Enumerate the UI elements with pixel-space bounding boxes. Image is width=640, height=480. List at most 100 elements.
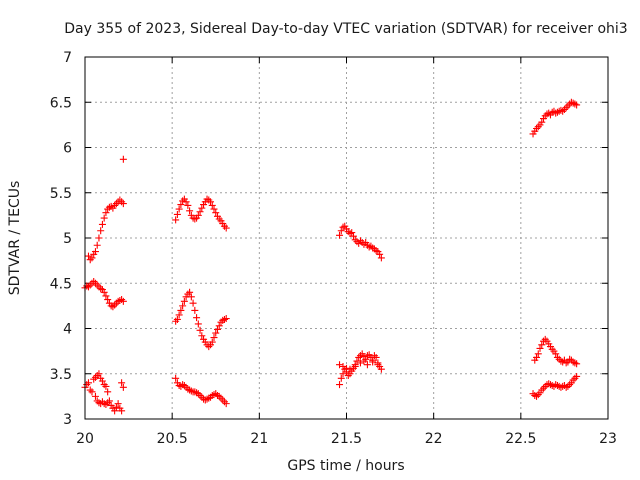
data-point xyxy=(336,381,344,389)
series-lower-track xyxy=(81,350,581,415)
data-point xyxy=(220,398,228,406)
series-upper-track xyxy=(84,98,581,264)
data-points xyxy=(81,98,581,415)
data-point xyxy=(180,382,188,390)
data-point xyxy=(560,382,568,390)
data-point xyxy=(184,201,192,209)
data-point xyxy=(222,315,230,323)
data-point xyxy=(98,377,106,385)
data-point xyxy=(107,302,115,310)
data-point xyxy=(559,107,567,115)
data-point xyxy=(205,343,213,351)
data-point xyxy=(210,391,218,399)
data-point xyxy=(105,203,113,211)
data-point xyxy=(573,372,581,380)
data-point xyxy=(533,353,541,361)
data-point xyxy=(116,296,124,304)
data-point xyxy=(173,315,181,323)
data-point xyxy=(212,329,220,337)
data-point xyxy=(557,106,565,114)
x-tick-label: 21 xyxy=(250,431,268,447)
data-point xyxy=(346,365,354,373)
data-point xyxy=(88,254,96,262)
data-point xyxy=(356,352,364,360)
data-point xyxy=(531,391,539,399)
data-point xyxy=(538,341,546,349)
data-point xyxy=(180,297,188,305)
data-point xyxy=(208,201,216,209)
data-point xyxy=(213,325,221,333)
data-point xyxy=(102,382,110,390)
data-point xyxy=(573,101,581,109)
data-point xyxy=(376,250,384,258)
data-point xyxy=(111,301,119,309)
chart-title: Day 355 of 2023, Sidereal Day-to-day VTE… xyxy=(64,21,627,37)
data-point xyxy=(339,223,347,231)
data-point xyxy=(536,344,544,352)
data-point xyxy=(177,382,185,390)
data-point xyxy=(119,383,127,391)
data-point xyxy=(111,407,119,415)
data-point xyxy=(179,302,187,310)
data-point xyxy=(83,282,91,290)
data-point xyxy=(177,306,185,314)
data-point xyxy=(119,155,127,163)
data-point xyxy=(222,224,230,232)
data-point xyxy=(172,216,180,224)
data-point xyxy=(351,236,359,244)
data-point xyxy=(118,296,126,304)
data-point xyxy=(573,360,581,368)
data-point xyxy=(538,118,546,126)
data-point xyxy=(219,396,227,404)
data-point xyxy=(187,387,195,395)
data-point xyxy=(175,205,183,213)
plot-frame xyxy=(84,56,609,420)
y-axis-label: SDTVAR / TECUs xyxy=(7,181,23,296)
data-point xyxy=(560,105,568,113)
data-point xyxy=(102,209,110,217)
data-point xyxy=(119,297,127,305)
data-point xyxy=(553,108,561,116)
data-point xyxy=(377,254,385,262)
data-point xyxy=(91,392,99,400)
data-point xyxy=(222,400,230,408)
data-point xyxy=(348,229,356,237)
data-point xyxy=(353,238,361,246)
series-middle-track xyxy=(81,277,581,368)
data-point xyxy=(118,379,126,387)
data-point xyxy=(220,315,228,323)
data-point xyxy=(97,227,105,235)
data-point xyxy=(360,357,368,365)
data-point xyxy=(534,391,542,399)
x-tick-labels: 20 20.5 21 21.5 22 22.5 23 xyxy=(76,431,617,447)
data-point xyxy=(102,292,110,300)
y-tick-label: 6.5 xyxy=(50,95,72,111)
data-point xyxy=(186,207,194,215)
data-point xyxy=(173,210,181,218)
data-point xyxy=(100,288,108,296)
y-tick-label: 5.5 xyxy=(50,186,72,202)
data-point xyxy=(179,197,187,205)
data-point xyxy=(372,353,380,361)
data-point xyxy=(191,306,199,314)
data-point xyxy=(363,352,371,360)
data-point xyxy=(93,241,101,249)
data-point xyxy=(194,320,202,328)
x-tick-label: 22.5 xyxy=(505,431,536,447)
data-point xyxy=(562,359,570,367)
data-point xyxy=(210,334,218,342)
y-tick-label: 3.5 xyxy=(50,367,72,383)
data-point xyxy=(219,316,227,324)
data-point xyxy=(175,311,183,319)
data-point xyxy=(349,232,357,240)
data-point xyxy=(365,243,373,251)
data-point xyxy=(187,293,195,301)
data-point xyxy=(336,361,344,369)
y-tick-label: 3 xyxy=(63,412,72,428)
data-point xyxy=(208,338,216,346)
x-tick-label: 20.5 xyxy=(157,431,188,447)
data-point xyxy=(372,247,380,255)
data-point xyxy=(119,200,127,208)
data-point xyxy=(98,220,106,228)
data-point xyxy=(189,299,197,307)
